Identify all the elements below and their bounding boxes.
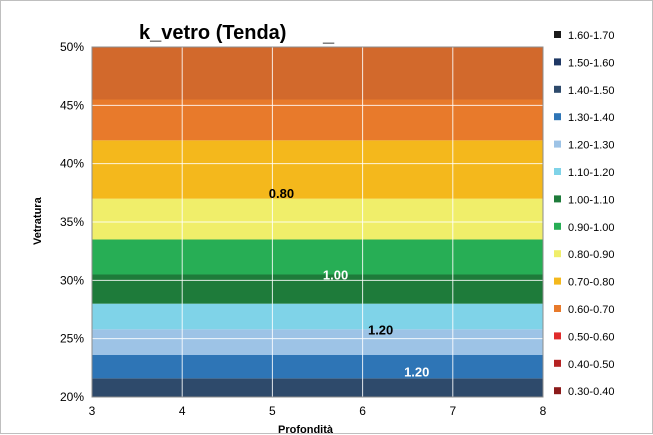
legend-label: 1.20-1.30 [568,140,614,152]
contour-label: 1.00 [323,268,348,283]
y-tick-label: 40% [60,157,84,171]
y-tick-label: 25% [60,332,84,346]
annotation-layer: 0.80 1.00 1.20 1.20 [269,186,430,380]
y-tick-label: 35% [60,215,84,229]
x-axis-label: Profondità [278,424,334,435]
legend-swatch [554,85,561,93]
x-tick-label: 8 [540,404,547,418]
band-0 [92,378,543,397]
y-tick-label: 30% [60,273,84,287]
legend-label: 1.10-1.20 [568,167,614,179]
legend-swatch [554,140,561,148]
y-tick-label: 45% [60,98,84,112]
band-5 [92,239,543,275]
legend: 1.60-1.70 1.50-1.60 1.40-1.50 1.30-1.40 1.20… [554,30,614,398]
y-tick-layer: 20% 25% 30% 35% 40% 45% 50% [60,40,84,404]
legend-label: 1.30-1.40 [568,112,614,124]
band-3 [92,303,543,330]
band-7 [92,140,543,199]
legend-label: 0.60-0.70 [568,304,614,316]
legend-label: 0.30-0.40 [568,386,614,398]
x-tick-label: 5 [269,404,276,418]
legend-label: 1.00-1.10 [568,194,614,206]
x-tick-label: 6 [359,404,366,418]
legend-swatch [554,113,561,121]
legend-swatch [554,387,561,395]
contour-label: 0.80 [269,186,294,201]
legend-swatch [554,195,561,203]
legend-swatch [554,359,561,367]
chart-title: k_vetro (Tenda) [139,22,286,44]
legend-swatch [554,305,561,312]
band-8 [92,99,543,141]
legend-label: 0.50-0.60 [568,331,614,343]
band-1 [92,355,543,379]
legend-label: 0.80-0.90 [568,249,614,261]
legend-swatch [554,250,561,258]
band-6 [92,198,543,240]
legend-label: 0.40-0.50 [568,359,614,371]
grid-layer [91,46,544,398]
band-2 [92,329,543,355]
x-tick-label: 7 [449,404,456,418]
band-9 [92,47,543,100]
y-axis-label: Vetratura [32,196,44,245]
legend-swatch [554,277,561,285]
band-layer [92,47,543,397]
x-tick-layer: 3 4 5 6 7 8 [89,404,547,418]
x-tick-label: 4 [179,404,186,418]
band-4 [92,274,543,304]
plot-border [91,46,544,398]
legend-swatch [554,222,561,230]
legend-label: 1.60-1.70 [568,30,614,42]
legend-swatch [554,58,561,66]
y-tick-label: 50% [60,40,84,54]
legend-swatch [554,31,561,38]
legend-label: 0.90-1.00 [568,222,614,234]
legend-label: 0.70-0.80 [568,277,614,289]
chart-title-suffix: _ [322,24,335,46]
legend-label: 1.50-1.60 [568,57,614,69]
contour-label: 1.20 [368,322,393,337]
legend-swatch [554,332,561,340]
legend-label: 1.40-1.50 [568,85,614,97]
legend-swatch [554,168,561,175]
y-tick-label: 20% [60,390,84,404]
contour-label: 1.20 [404,364,429,379]
x-tick-label: 3 [89,404,96,418]
